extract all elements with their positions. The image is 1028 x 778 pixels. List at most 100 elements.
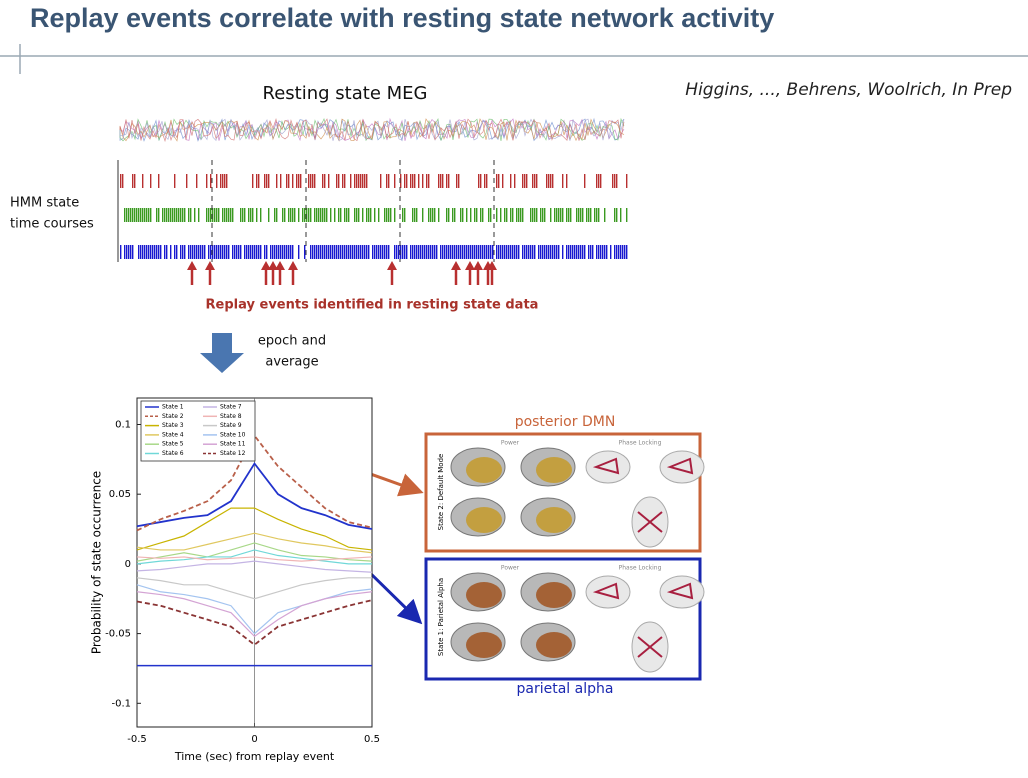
brain-activation bbox=[466, 457, 502, 483]
state-tick bbox=[506, 245, 508, 259]
state-tick bbox=[328, 245, 330, 259]
state-tick bbox=[390, 208, 392, 222]
state-tick bbox=[318, 245, 320, 259]
state-tick bbox=[422, 208, 424, 222]
brain-activation bbox=[466, 632, 502, 658]
state-tick bbox=[410, 174, 412, 188]
state-tick bbox=[394, 208, 396, 222]
state-tick bbox=[482, 208, 484, 222]
state-tick bbox=[570, 208, 572, 222]
state-tick bbox=[424, 245, 426, 259]
state-tick bbox=[132, 208, 134, 222]
state-tick bbox=[468, 245, 470, 259]
network-title: posterior DMN bbox=[515, 414, 616, 430]
series-line bbox=[136, 599, 373, 646]
state-tick bbox=[566, 174, 568, 188]
state-tick bbox=[248, 245, 250, 259]
state-tick bbox=[616, 174, 618, 188]
state-tick bbox=[548, 174, 550, 188]
state-tick bbox=[482, 245, 484, 259]
state-tick bbox=[230, 208, 232, 222]
chart: -0.1 -0.05 0 0.05 0.1 -0.5 0 0.5 Time (sec) from… bbox=[90, 397, 380, 763]
state-tick bbox=[448, 174, 450, 188]
state-tick bbox=[206, 174, 208, 188]
state-tick bbox=[354, 174, 356, 188]
legend-label: State 11 bbox=[220, 441, 246, 448]
state-tick bbox=[170, 208, 172, 222]
network-box bbox=[424, 432, 702, 553]
state-tick bbox=[158, 174, 160, 188]
state-tick bbox=[620, 208, 622, 222]
state-tick bbox=[214, 245, 216, 259]
state-tick bbox=[260, 208, 262, 222]
state-tick bbox=[398, 245, 400, 259]
state-tick bbox=[574, 245, 576, 259]
state-tick bbox=[480, 174, 482, 188]
state-tick bbox=[374, 208, 376, 222]
network-title: parietal alpha bbox=[517, 681, 614, 697]
state-tick bbox=[412, 208, 414, 222]
state-tick bbox=[266, 245, 268, 259]
state-tick bbox=[340, 245, 342, 259]
state-tick bbox=[156, 245, 158, 259]
state-tick bbox=[200, 245, 202, 259]
state-tick bbox=[192, 245, 194, 259]
replay-arrow-head bbox=[275, 261, 285, 270]
replay-caption: Replay events identified in resting stat… bbox=[206, 298, 539, 313]
state-tick bbox=[322, 174, 324, 188]
x-tick-label: 0 bbox=[251, 734, 257, 745]
state-tick bbox=[342, 174, 344, 188]
state-tick bbox=[208, 208, 210, 222]
state-tick bbox=[256, 174, 258, 188]
state-tick bbox=[344, 208, 346, 222]
state-tick bbox=[136, 208, 138, 222]
brain-activation bbox=[466, 507, 502, 533]
state-tick bbox=[458, 245, 460, 259]
state-tick bbox=[546, 245, 548, 259]
meg-title: Resting state MEG bbox=[263, 83, 428, 104]
state-tick bbox=[512, 245, 514, 259]
state-tick bbox=[210, 245, 212, 259]
state-tick bbox=[582, 208, 584, 222]
state-tick bbox=[450, 245, 452, 259]
hmm-label: HMM state bbox=[10, 196, 79, 211]
legend-label: State 1 bbox=[162, 404, 184, 411]
state-tick bbox=[264, 245, 266, 259]
series-line bbox=[136, 433, 373, 532]
state-tick bbox=[502, 174, 504, 188]
state-tick bbox=[318, 208, 320, 222]
state-tick bbox=[438, 208, 440, 222]
state-tick bbox=[514, 174, 516, 188]
replay-arrow-head bbox=[465, 261, 475, 270]
state-tick bbox=[532, 174, 534, 188]
series-line bbox=[136, 560, 373, 573]
state-tick bbox=[406, 174, 408, 188]
state-tick bbox=[346, 208, 348, 222]
state-tick bbox=[360, 174, 362, 188]
state-tick bbox=[138, 208, 140, 222]
state-tick bbox=[490, 208, 492, 222]
state-tick bbox=[516, 245, 518, 259]
state-tick bbox=[150, 208, 152, 222]
y-tick-label: 0.1 bbox=[115, 419, 131, 430]
state-tick bbox=[426, 174, 428, 188]
state-tick bbox=[300, 174, 302, 188]
state-tick bbox=[268, 174, 270, 188]
state-tick bbox=[582, 245, 584, 259]
state-tick bbox=[568, 208, 570, 222]
state-tick bbox=[158, 245, 160, 259]
state-tick bbox=[224, 174, 226, 188]
state-tick bbox=[616, 245, 618, 259]
state-tick bbox=[612, 174, 614, 188]
state-tick bbox=[414, 174, 416, 188]
state-tick bbox=[596, 245, 598, 259]
state-tick bbox=[244, 208, 246, 222]
state-tick bbox=[258, 245, 260, 259]
state-tick bbox=[534, 245, 536, 259]
state-tick bbox=[440, 174, 442, 188]
state-tick bbox=[268, 208, 270, 222]
state-tick bbox=[490, 245, 492, 259]
state-tick bbox=[358, 174, 360, 188]
state-tick bbox=[128, 208, 130, 222]
